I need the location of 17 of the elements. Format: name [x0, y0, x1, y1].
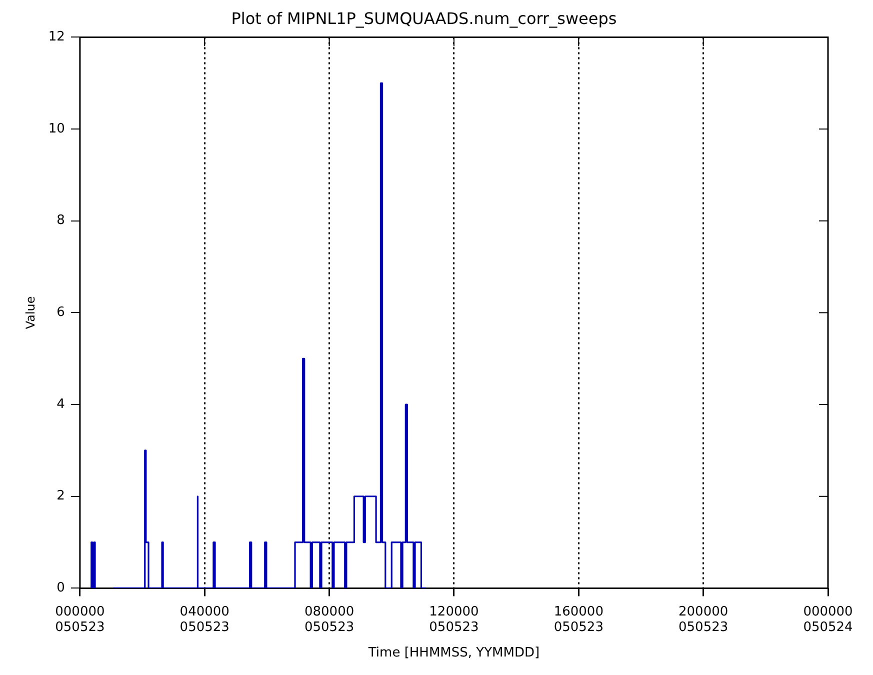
y-tick-label: 12 — [48, 30, 65, 45]
x-tick-label: 080000 050523 — [304, 604, 354, 635]
y-tick-label: 0 — [56, 580, 65, 596]
x-tick-label: 120000 050523 — [429, 604, 479, 635]
y-tick-label: 8 — [56, 213, 65, 228]
y-axis-title: Value — [23, 296, 38, 330]
x-tick-label: 000000 050523 — [55, 604, 105, 635]
y-tick-label: 10 — [48, 121, 65, 136]
x-tick-label: 040000 050523 — [180, 604, 230, 635]
x-axis-title: Time [HHMMSS, YYMMDD] — [367, 646, 540, 661]
chart-title: Plot of MIPNL1P_SUMQUAADS.num_corr_sweeps — [231, 8, 617, 28]
x-tick-label: 000000 050524 — [803, 604, 853, 635]
x-tick-label: 160000 050523 — [554, 604, 604, 635]
y-tick-label: 4 — [56, 396, 65, 412]
x-tick-label: 200000 050523 — [678, 604, 728, 635]
y-tick-label: 2 — [56, 488, 65, 504]
y-tick-label: 6 — [56, 305, 65, 320]
